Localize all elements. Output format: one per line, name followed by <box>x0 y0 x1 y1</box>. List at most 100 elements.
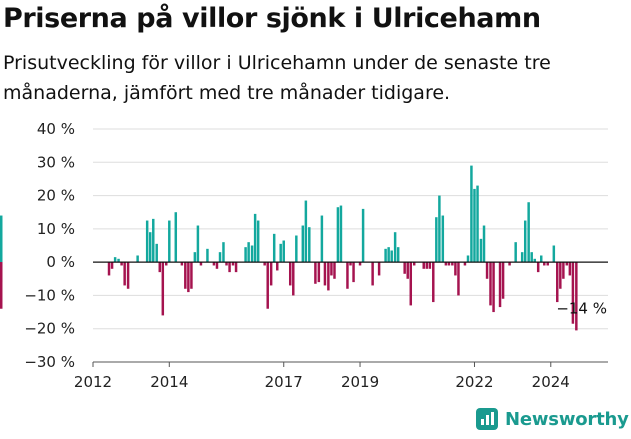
bar <box>559 262 562 289</box>
bar <box>377 262 381 276</box>
bar <box>282 240 285 263</box>
bar <box>304 200 308 263</box>
bar <box>412 262 416 266</box>
bar <box>568 262 572 276</box>
bar <box>330 262 333 276</box>
bar <box>190 262 193 289</box>
x-tick-label: 2019 <box>341 373 379 391</box>
bar <box>358 262 362 266</box>
bar <box>428 262 432 269</box>
bar <box>187 262 190 293</box>
bar <box>295 235 298 263</box>
bar <box>120 262 123 266</box>
y-tick-label: 10 % <box>37 220 75 238</box>
bar <box>543 262 546 266</box>
brand-name: Newsworthy <box>505 408 629 430</box>
bar <box>457 262 460 296</box>
bar <box>193 252 197 263</box>
bar <box>320 215 324 263</box>
bar <box>145 220 149 263</box>
bar <box>489 262 492 306</box>
x-tick-label: 2017 <box>265 373 303 391</box>
bar <box>470 165 473 263</box>
bar <box>301 225 305 263</box>
bar <box>314 262 317 284</box>
bar <box>349 262 352 266</box>
last-value-annotation: −14 % <box>556 300 607 318</box>
bar <box>438 195 441 263</box>
bar <box>552 245 556 263</box>
bar <box>540 255 543 263</box>
bar <box>422 262 425 269</box>
x-tick-label: 2014 <box>150 373 188 391</box>
brand-logo: Newsworthy <box>476 408 629 430</box>
bar <box>444 262 448 266</box>
bar <box>473 188 476 263</box>
bar <box>117 258 120 263</box>
bar <box>0 255 3 263</box>
bar <box>247 242 250 263</box>
bar <box>263 262 266 266</box>
bar <box>520 252 524 263</box>
bar <box>556 262 559 303</box>
bar <box>508 262 511 266</box>
bar <box>123 262 126 286</box>
bar <box>168 220 171 263</box>
bar <box>266 262 269 309</box>
bar <box>256 220 260 263</box>
bar <box>161 262 165 316</box>
bar <box>222 242 225 263</box>
bar <box>432 262 435 303</box>
bar <box>272 233 276 263</box>
bar <box>180 262 184 266</box>
bar <box>279 243 282 263</box>
bar <box>107 262 111 276</box>
bar <box>292 262 295 296</box>
y-tick-label: 0 % <box>46 253 75 271</box>
bar <box>339 205 343 263</box>
bar <box>323 262 327 286</box>
bar <box>212 262 216 266</box>
bar <box>184 262 187 289</box>
bar <box>225 262 228 266</box>
bar <box>308 227 311 263</box>
bar <box>396 247 400 263</box>
bar <box>206 248 209 263</box>
bar <box>562 262 565 279</box>
bar <box>451 262 454 266</box>
bar <box>336 207 340 263</box>
chart-subtitle: Prisutveckling för villor i Ulricehamn u… <box>3 52 551 104</box>
bar <box>152 218 155 263</box>
bar <box>447 262 451 266</box>
bar <box>231 262 235 266</box>
bar <box>317 262 321 283</box>
bar <box>435 217 438 263</box>
bar <box>346 262 349 289</box>
y-tick-label: −10 % <box>24 286 75 304</box>
bar <box>514 242 517 263</box>
bar <box>466 255 470 263</box>
bar <box>403 262 406 274</box>
bar <box>371 262 374 286</box>
bar <box>571 262 575 324</box>
bar <box>384 248 387 263</box>
bar <box>244 247 247 263</box>
bar <box>498 262 502 308</box>
y-tick-label: 30 % <box>37 153 75 171</box>
bar <box>527 202 530 263</box>
x-tick-label: 2012 <box>74 373 112 391</box>
x-tick-label: 2024 <box>532 373 570 391</box>
bar <box>361 208 365 263</box>
bar <box>327 262 330 291</box>
bar <box>0 262 3 309</box>
bar <box>476 185 479 263</box>
bar <box>126 262 130 289</box>
bar <box>218 252 222 263</box>
bar <box>530 252 533 263</box>
bar <box>234 262 238 273</box>
bar <box>352 262 355 283</box>
bar <box>523 220 527 263</box>
bar <box>250 245 254 263</box>
bar <box>269 262 273 286</box>
bar <box>441 215 445 263</box>
